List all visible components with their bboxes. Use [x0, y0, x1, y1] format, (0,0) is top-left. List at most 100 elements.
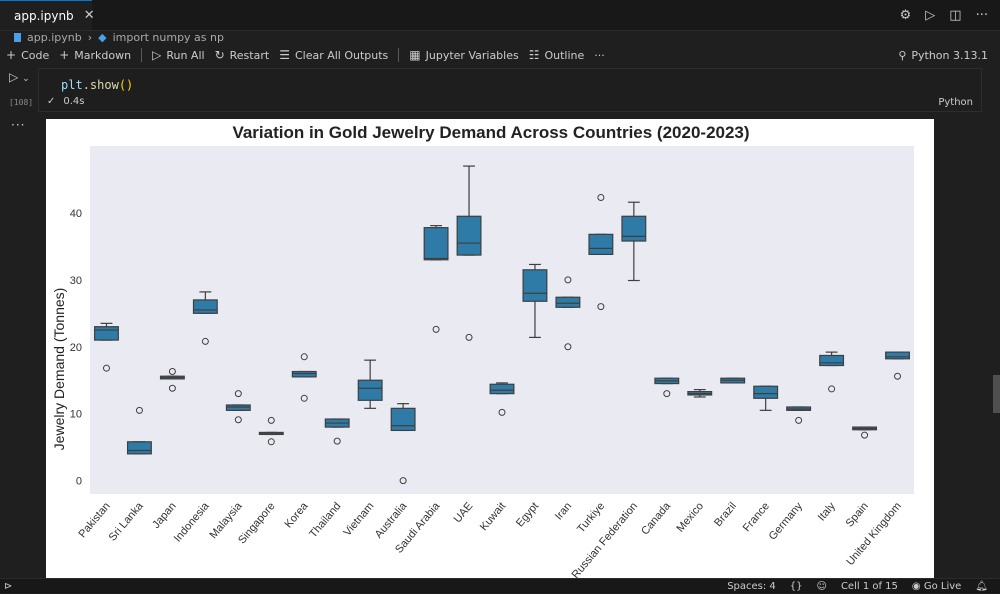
boxplot-chart: Variation in Gold Jewelry Demand Across …	[51, 123, 914, 581]
run-all-icon: ▷	[152, 48, 162, 62]
x-tick-label: Vietnam	[341, 500, 376, 538]
box-body	[753, 385, 779, 399]
status-bar: ⊳ Spaces: 4 {} ☺ Cell 1 of 15 ◉ Go Live …	[0, 578, 1000, 593]
x-tick-label: Egypt	[514, 500, 541, 529]
jupyter-variables-button[interactable]: ▦ Jupyter Variables	[409, 48, 518, 62]
jupyter-variables-label: Jupyter Variables	[425, 48, 519, 62]
run-icon[interactable]: ▷	[925, 7, 936, 23]
box-outlier	[399, 477, 407, 485]
box-body	[225, 404, 251, 411]
box-body	[885, 351, 910, 360]
box-outlier	[597, 303, 605, 311]
box-body	[94, 326, 119, 341]
outline-button[interactable]: ☷ Outline	[529, 48, 585, 62]
box-outlier	[234, 390, 242, 398]
x-tick-label: Germany	[767, 500, 806, 543]
breadcrumb-symbol[interactable]: import numpy as np	[112, 30, 224, 44]
code-object: plt	[61, 78, 83, 92]
box-outlier	[300, 353, 308, 361]
clear-outputs-label: Clear All Outputs	[294, 48, 389, 62]
box-body	[621, 215, 647, 242]
box-outlier	[168, 368, 176, 376]
toolbar-divider	[141, 48, 143, 62]
add-code-button[interactable]: + Code	[6, 48, 49, 62]
box-body	[522, 269, 548, 302]
language-braces[interactable]: {}	[789, 580, 803, 592]
x-tick-label: Japan	[150, 500, 178, 531]
x-tick-label: Canada	[639, 500, 674, 538]
tab-label: app.ipynb	[14, 8, 74, 23]
box-body	[489, 383, 515, 395]
box-outlier	[828, 385, 836, 393]
box-outlier	[135, 406, 143, 414]
code-function: .show	[82, 78, 119, 92]
title-bar: app.ipynb ✕ ⚙ ▷ ◫ ···	[0, 0, 1000, 31]
y-tick-label: 30	[70, 275, 82, 287]
add-markdown-label: Markdown	[74, 48, 132, 62]
breadcrumb: app.ipynb › ◆ import numpy as np	[0, 30, 1000, 44]
x-tick-label: Thailand	[307, 500, 343, 540]
add-markdown-button[interactable]: + Markdown	[59, 48, 131, 62]
code-symbol-icon: ◆	[98, 30, 107, 44]
x-tick-label: Spain	[844, 500, 871, 529]
kernel-label: Python 3.13.1	[911, 48, 988, 62]
code-cell[interactable]: plt.show() ✓ 0.4s Python	[38, 68, 982, 112]
run-cell-icon: ▷	[9, 70, 19, 84]
cell-code[interactable]: plt.show()	[61, 78, 133, 92]
box-outlier	[102, 364, 110, 372]
gear-icon[interactable]: ⚙	[899, 7, 912, 23]
check-icon: ✓	[47, 96, 56, 107]
chart-title: Variation in Gold Jewelry Demand Across …	[232, 123, 749, 142]
y-tick-label: 0	[76, 476, 82, 488]
add-code-label: Code	[21, 48, 50, 62]
box-outlier	[234, 416, 242, 424]
clear-outputs-button[interactable]: ☰ Clear All Outputs	[279, 48, 388, 62]
box-body	[192, 299, 218, 314]
tab-app-ipynb[interactable]: app.ipynb ✕	[0, 0, 95, 30]
y-axis-label: Jewelry Demand (Tonnes)	[51, 288, 67, 451]
cell-position[interactable]: Cell 1 of 15	[840, 580, 898, 592]
run-cell-button[interactable]: ▷ ⌄	[9, 70, 30, 84]
x-tick-label: Mexico	[674, 500, 706, 534]
cell-output: Variation in Gold Jewelry Demand Across …	[46, 119, 934, 581]
toolbar-divider	[398, 48, 400, 62]
chevron-down-icon[interactable]: ⌄	[22, 74, 30, 84]
close-icon[interactable]: ✕	[83, 8, 95, 23]
go-live-label: Go Live	[923, 580, 962, 592]
copilot-icon[interactable]: ☺	[816, 580, 827, 592]
box-body	[456, 215, 482, 256]
more-icon[interactable]: ···	[975, 7, 988, 23]
x-tick-label: Turkiye	[575, 500, 607, 535]
indentation-status[interactable]: Spaces: 4	[727, 580, 776, 592]
box-outlier	[267, 438, 275, 446]
kernel-picker[interactable]: ⚲ Python 3.13.1	[898, 45, 988, 65]
box-body	[588, 233, 614, 256]
box-outlier	[564, 276, 572, 284]
breadcrumb-file[interactable]: app.ipynb	[27, 30, 82, 44]
box-body	[390, 407, 416, 432]
execution-time: 0.4s	[63, 96, 85, 107]
split-editor-icon[interactable]: ◫	[949, 7, 962, 23]
x-tick-label: Russian Federation	[570, 500, 641, 579]
go-live-button[interactable]: ◉ Go Live	[912, 581, 961, 592]
plus-icon: +	[59, 48, 70, 62]
box-body	[291, 370, 317, 378]
plus-icon: +	[6, 48, 17, 62]
output-more-button[interactable]: ···	[11, 118, 26, 132]
cell-language[interactable]: Python	[938, 97, 973, 108]
variables-icon: ▦	[409, 48, 421, 62]
box-outlier	[795, 416, 803, 424]
scrollbar-thumb[interactable]	[993, 375, 1000, 413]
run-all-button[interactable]: ▷ Run All	[152, 48, 204, 62]
code-parens: ()	[118, 78, 134, 92]
outline-label: Outline	[544, 48, 585, 62]
box-body	[819, 354, 845, 367]
remote-indicator[interactable]: ⊳	[4, 581, 13, 592]
bell-icon[interactable]: 🔔︎	[975, 580, 988, 592]
outline-icon: ☷	[528, 48, 540, 62]
python-env-icon: ⚲	[898, 48, 907, 62]
toolbar-more-button[interactable]: ···	[594, 49, 605, 62]
x-tick-label: France	[741, 500, 772, 534]
plot-area	[90, 146, 914, 494]
restart-button[interactable]: ↻ Restart	[215, 48, 270, 62]
